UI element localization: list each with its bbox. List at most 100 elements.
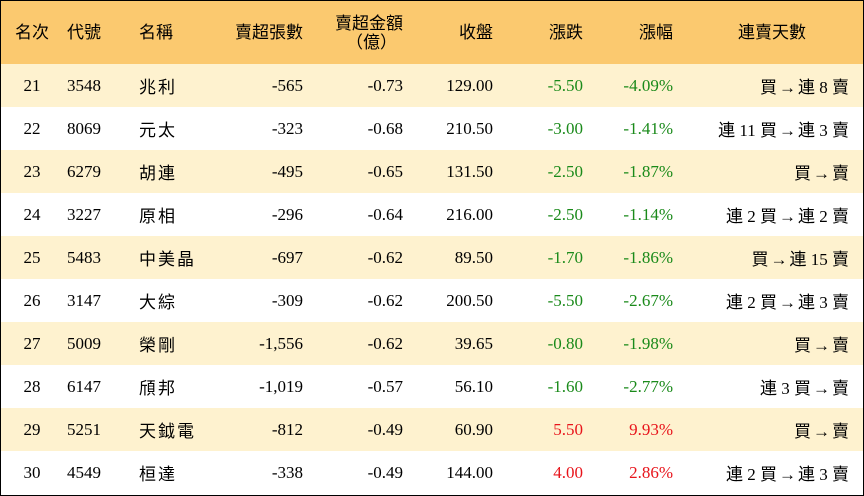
cell-rank: 22 — [23, 118, 41, 138]
cell-name[interactable]: 原相 — [139, 207, 177, 226]
cell-streak: 連 11 買 → 連 3 賣 — [681, 107, 863, 150]
right-arrow-icon: → — [779, 293, 796, 312]
cell-name[interactable]: 兆利 — [139, 78, 177, 97]
cell-change-pct: -1.86% — [623, 247, 673, 267]
cell-name[interactable]: 天鉞電 — [139, 422, 196, 441]
header-change-pct: 漲幅 — [639, 23, 673, 42]
right-arrow-icon: → — [813, 379, 830, 398]
cell-name[interactable]: 桓達 — [139, 465, 177, 484]
cell-net-sell-lots: -565 — [271, 75, 303, 95]
cell-net-sell-amount: -0.62 — [367, 290, 403, 310]
table-row: 27 5009 榮剛 -1,556 -0.62 39.65 -0.80 -1.98% 買 → 賣 — [1, 322, 863, 365]
cell-net-sell-amount: -0.49 — [367, 419, 403, 439]
cell-change: 5.50 — [553, 419, 583, 439]
cell-rank: 25 — [23, 247, 41, 267]
streak-from: 連 3 買 — [760, 379, 811, 398]
cell-net-sell-amount: -0.57 — [367, 376, 403, 396]
cell-rank: 28 — [23, 376, 41, 396]
cell-close: 129.00 — [446, 75, 493, 95]
streak-to: 連 8 賣 — [798, 78, 849, 97]
table-row: 23 6279 胡連 -495 -0.65 131.50 -2.50 -1.87% 買 → 賣 — [1, 150, 863, 193]
cell-rank: 26 — [23, 290, 41, 310]
cell-net-sell-lots: -1,556 — [259, 333, 303, 353]
cell-change-pct: 9.93% — [629, 419, 673, 439]
header-code: 代號 — [67, 23, 101, 42]
header-change: 漲跌 — [549, 23, 583, 42]
table-row: 25 5483 中美晶 -697 -0.62 89.50 -1.70 -1.86% 買 → 連 15… — [1, 236, 863, 279]
cell-net-sell-lots: -1,019 — [259, 376, 303, 396]
cell-code[interactable]: 3548 — [67, 75, 101, 95]
cell-change-pct: -4.09% — [623, 75, 673, 95]
cell-streak: 買 → 賣 — [681, 322, 863, 365]
cell-code[interactable]: 4549 — [67, 462, 101, 482]
cell-name[interactable]: 榮剛 — [139, 336, 177, 355]
cell-change-pct: 2.86% — [629, 462, 673, 482]
header-streak: 連賣天數 — [738, 23, 806, 42]
right-arrow-icon: → — [779, 121, 796, 140]
cell-net-sell-amount: -0.65 — [367, 161, 403, 181]
streak-from: 買 — [794, 336, 811, 355]
streak-to: 連 3 賣 — [798, 465, 849, 484]
cell-code[interactable]: 8069 — [67, 118, 101, 138]
cell-net-sell-lots: -338 — [271, 462, 303, 482]
cell-streak: 連 2 買 → 連 3 賣 — [681, 451, 863, 494]
cell-streak: 買 → 賣 — [681, 408, 863, 451]
table-row: 29 5251 天鉞電 -812 -0.49 60.90 5.50 9.93% 買 → 賣 — [1, 408, 863, 451]
cell-rank: 21 — [23, 75, 41, 95]
cell-code[interactable]: 6147 — [67, 376, 101, 396]
streak-to: 賣 — [832, 336, 849, 355]
cell-net-sell-amount: -0.68 — [367, 118, 403, 138]
right-arrow-icon: → — [779, 465, 796, 484]
cell-code[interactable]: 5483 — [67, 247, 101, 267]
cell-rank: 30 — [23, 462, 41, 482]
cell-name[interactable]: 元太 — [139, 121, 177, 140]
cell-close: 216.00 — [446, 204, 493, 224]
cell-net-sell-amount: -0.64 — [367, 204, 403, 224]
cell-change: -3.00 — [547, 118, 583, 138]
header-rank: 名次 — [15, 23, 49, 42]
cell-net-sell-lots: -697 — [271, 247, 303, 267]
streak-to: 連 3 賣 — [798, 293, 849, 312]
cell-code[interactable]: 3227 — [67, 204, 101, 224]
streak-to: 連 2 賣 — [798, 207, 849, 226]
header-net-sell-lots: 賣超張數 — [235, 23, 303, 42]
streak-from: 買 — [760, 78, 777, 97]
cell-code[interactable]: 6279 — [67, 161, 101, 181]
table-body: 21 3548 兆利 -565 -0.73 129.00 -5.50 -4.09% 買 → 連 8 … — [1, 64, 863, 494]
streak-to: 連 15 賣 — [789, 250, 850, 269]
cell-change-pct: -2.77% — [623, 376, 673, 396]
streak-from: 買 — [751, 250, 769, 269]
cell-change: -0.80 — [547, 333, 583, 353]
cell-code[interactable]: 5009 — [67, 333, 101, 353]
streak-from: 買 — [794, 164, 811, 183]
cell-change: -1.60 — [547, 376, 583, 396]
table-header-row: 名次 代號 名稱 賣超張數 賣超金額 （億） 收盤 漲跌 漲幅 連賣天數 — [1, 1, 863, 64]
cell-net-sell-lots: -309 — [271, 290, 303, 310]
cell-rank: 29 — [23, 419, 41, 439]
cell-net-sell-amount: -0.62 — [367, 333, 403, 353]
cell-change: -5.50 — [547, 290, 583, 310]
right-arrow-icon: → — [770, 250, 788, 269]
right-arrow-icon: → — [813, 164, 830, 183]
table-row: 22 8069 元太 -323 -0.68 210.50 -3.00 -1.41% 連 11 買… — [1, 107, 863, 150]
cell-name[interactable]: 頎邦 — [139, 379, 177, 398]
cell-code[interactable]: 5251 — [67, 419, 101, 439]
cell-code[interactable]: 3147 — [67, 290, 101, 310]
cell-close: 210.50 — [446, 118, 493, 138]
cell-name[interactable]: 大綜 — [139, 293, 177, 312]
right-arrow-icon: → — [813, 336, 830, 355]
cell-change-pct: -2.67% — [623, 290, 673, 310]
streak-from: 買 — [794, 422, 811, 441]
header-name: 名稱 — [139, 23, 173, 42]
cell-streak: 買 → 連 8 賣 — [681, 64, 863, 107]
cell-close: 89.50 — [454, 247, 493, 267]
cell-rank: 27 — [23, 333, 41, 353]
cell-close: 131.50 — [446, 161, 493, 181]
cell-change-pct: -1.14% — [623, 204, 673, 224]
cell-name[interactable]: 中美晶 — [139, 250, 196, 269]
table-row: 30 4549 桓達 -338 -0.49 144.00 4.00 2.86% 連 2 買 → 連 … — [1, 451, 863, 494]
cell-streak: 連 2 買 → 連 3 賣 — [681, 279, 863, 322]
cell-name[interactable]: 胡連 — [139, 164, 177, 183]
